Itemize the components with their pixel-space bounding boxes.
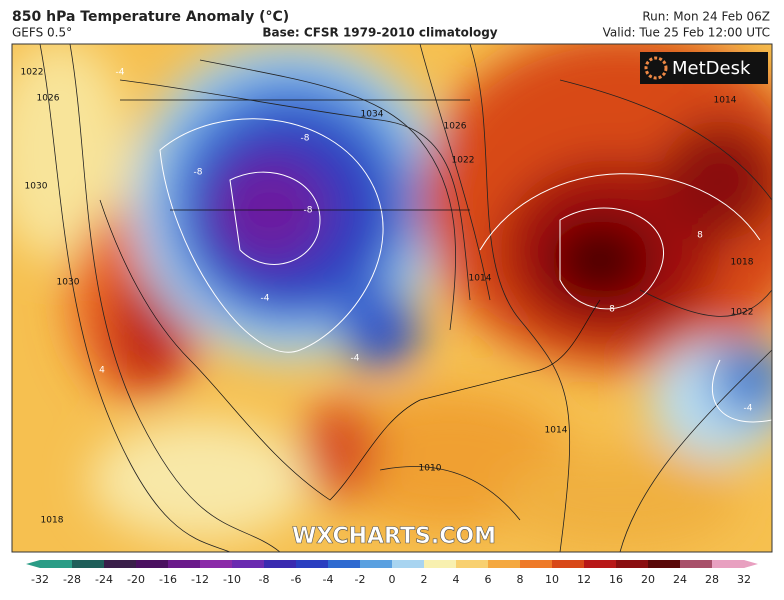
colorbar-segment bbox=[488, 560, 521, 568]
colorbar-tick-label: -28 bbox=[63, 573, 81, 586]
map: MetDesk WXCHARTS.COM 1022 1026 1030 1030 103… bbox=[12, 44, 772, 552]
logo-icon bbox=[644, 56, 668, 80]
run: Run: Mon 24 Feb 06Z bbox=[642, 10, 770, 24]
colorbar-arrow-right bbox=[744, 560, 758, 568]
colorbar-tick-label: 28 bbox=[705, 573, 719, 586]
isobar-label: 1030 bbox=[57, 278, 80, 288]
colorbar-segment bbox=[200, 560, 233, 568]
anomaly-label: -4 bbox=[261, 294, 270, 304]
anomaly-label: 4 bbox=[99, 366, 105, 376]
colorbar-segment bbox=[40, 560, 73, 568]
anomaly-label: -4 bbox=[744, 404, 753, 414]
isobar-label: 1026 bbox=[444, 122, 467, 132]
isobar-label: 1010 bbox=[419, 464, 442, 474]
colorbar-segment bbox=[72, 560, 105, 568]
colorbar-tick-label: 4 bbox=[453, 573, 460, 586]
isobar-label: 1022 bbox=[452, 156, 475, 166]
anomaly-label: -8 bbox=[194, 168, 203, 178]
colorbar-tick-label: 2 bbox=[421, 573, 428, 586]
colorbar-segment bbox=[584, 560, 617, 568]
isobar-label: 1014 bbox=[714, 96, 737, 106]
colorbar-tick-label: 32 bbox=[737, 573, 751, 586]
colorbar-tick-label: -6 bbox=[291, 573, 302, 586]
coastlines bbox=[99, 99, 601, 501]
colorbar-tick-label: 10 bbox=[545, 573, 559, 586]
anomaly-contours bbox=[159, 118, 772, 423]
isobar-label: 1022 bbox=[21, 68, 44, 78]
colorbar-segment bbox=[136, 560, 169, 568]
colorbar-tick-label: -2 bbox=[355, 573, 366, 586]
colorbar-segment bbox=[264, 560, 297, 568]
isobar-label: 1014 bbox=[469, 274, 492, 284]
watermark: WXCHARTS.COM bbox=[292, 524, 496, 549]
anomaly-label: -8 bbox=[304, 206, 313, 216]
colorbar-tick-label: -4 bbox=[323, 573, 334, 586]
isobar-label: 1018 bbox=[731, 258, 754, 268]
isobars bbox=[39, 44, 772, 552]
colorbar-tick-label: 6 bbox=[485, 573, 492, 586]
colorbar-tick-label: -24 bbox=[95, 573, 113, 586]
colorbar-segment bbox=[552, 560, 585, 568]
colorbar-tick-label: 16 bbox=[609, 573, 623, 586]
title: 850 hPa Temperature Anomaly (°C) bbox=[12, 9, 289, 25]
colorbar-tick-label: -10 bbox=[223, 573, 241, 586]
anomaly-field bbox=[12, 44, 772, 550]
colorbar-segment bbox=[392, 560, 425, 568]
colorbar-tick-label: 20 bbox=[641, 573, 655, 586]
colorbar-segment bbox=[104, 560, 137, 568]
model: GEFS 0.5° bbox=[12, 26, 72, 40]
colorbar-segment bbox=[712, 560, 745, 568]
colorbar-tick-label: -20 bbox=[127, 573, 145, 586]
colorbar-segment bbox=[456, 560, 489, 568]
anomaly-label: -8 bbox=[301, 134, 310, 144]
colorbar-segment bbox=[296, 560, 329, 568]
logo-box bbox=[640, 52, 768, 84]
colorbar-segment bbox=[648, 560, 681, 568]
map-frame bbox=[11, 43, 773, 553]
colorbar-segment bbox=[680, 560, 713, 568]
colorbar-segment bbox=[360, 560, 393, 568]
colorbar-segment bbox=[328, 560, 361, 568]
colorbar-tick-label: -8 bbox=[259, 573, 270, 586]
colorbar-tick-label: 12 bbox=[577, 573, 591, 586]
colorbar-tick-label: -32 bbox=[31, 573, 49, 586]
isobar-label: 1034 bbox=[361, 110, 384, 120]
isobar-label: 1022 bbox=[731, 308, 754, 318]
anomaly-label: 8 bbox=[609, 305, 615, 315]
isobar-label: 1030 bbox=[25, 182, 48, 192]
colorbar-segment bbox=[232, 560, 265, 568]
isobar-label: 1026 bbox=[37, 94, 60, 104]
colorbar-tick-label: -16 bbox=[159, 573, 177, 586]
logo: MetDesk bbox=[672, 58, 751, 79]
anomaly-label: -4 bbox=[351, 354, 360, 364]
colorbar-segment bbox=[424, 560, 457, 568]
colorbar-arrow-left bbox=[26, 560, 40, 568]
isobar-label: 1018 bbox=[41, 516, 64, 526]
anomaly-label: 8 bbox=[697, 231, 703, 241]
isobar-label: 1014 bbox=[545, 426, 568, 436]
colorbar-segment bbox=[520, 560, 553, 568]
colorbar-segment bbox=[616, 560, 649, 568]
colorbar-tick-label: 0 bbox=[389, 573, 396, 586]
colorbar-tick-label: -12 bbox=[191, 573, 209, 586]
colorbar-tick-label: 8 bbox=[517, 573, 524, 586]
colorbar-segment bbox=[168, 560, 201, 568]
colorbar-tick-label: 24 bbox=[673, 573, 687, 586]
anomaly-label: -4 bbox=[116, 68, 125, 78]
base: Base: CFSR 1979-2010 climatology bbox=[262, 26, 497, 40]
valid: Valid: Tue 25 Feb 12:00 UTC bbox=[603, 26, 770, 40]
